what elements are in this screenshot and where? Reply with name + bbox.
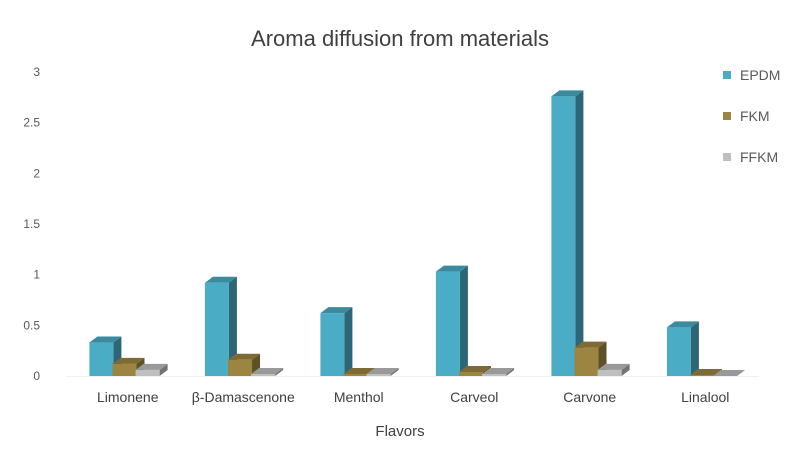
y-tick-label: 0 xyxy=(33,369,40,383)
bar-side xyxy=(344,307,353,376)
legend-label: EPDM xyxy=(740,67,780,83)
bar-front xyxy=(482,373,507,376)
bar-front xyxy=(112,363,137,376)
bar-front xyxy=(666,327,691,376)
bar-epdm-carveol xyxy=(435,265,468,376)
bar-top xyxy=(713,370,746,376)
legend-item-epdm: EPDM xyxy=(723,67,780,83)
legend-label: FKM xyxy=(740,108,770,124)
bar-front xyxy=(228,359,253,376)
bar-top xyxy=(135,363,168,370)
bar-top xyxy=(89,336,122,343)
bar-ffkm-carvone xyxy=(597,363,630,376)
bar-epdm-menthol xyxy=(320,307,353,376)
legend-swatch xyxy=(723,153,731,161)
bar-side xyxy=(390,367,399,376)
bar-front xyxy=(251,373,276,376)
bar-top xyxy=(251,367,284,374)
legend-item-ffkm: FFKM xyxy=(723,149,778,165)
x-axis-title: Flavors xyxy=(375,423,424,440)
y-tick-label: 3 xyxy=(33,65,40,79)
bar-ffkm-damascenone xyxy=(251,367,284,376)
bar-front xyxy=(574,347,599,376)
bar-front xyxy=(690,374,715,376)
bar-top xyxy=(320,307,353,314)
x-category-label-carvone: Carvone xyxy=(563,389,616,405)
bar-front xyxy=(597,369,622,376)
bar-series-group xyxy=(89,90,746,376)
legend-swatch xyxy=(723,112,731,120)
bar-front xyxy=(343,373,368,376)
bar-top xyxy=(482,367,515,374)
bar-top xyxy=(666,321,699,328)
bar-front xyxy=(435,271,460,376)
bar-epdm-linalool xyxy=(666,321,699,376)
bar-top xyxy=(204,276,237,283)
bar-ffkm-linalool xyxy=(713,370,746,376)
bar-top xyxy=(435,265,468,272)
y-tick-label: 1 xyxy=(33,268,40,282)
bar-side xyxy=(506,367,515,376)
legend-item-fkm: FKM xyxy=(723,108,770,124)
bar-front xyxy=(366,373,391,376)
legend-label: FFKM xyxy=(740,149,778,165)
bar-front xyxy=(204,282,229,376)
bar-side xyxy=(690,321,699,376)
y-tick-label: 2 xyxy=(33,166,40,180)
bar-top xyxy=(551,90,584,97)
bar-side xyxy=(621,363,630,376)
bar-top xyxy=(366,367,399,374)
bar-top xyxy=(690,368,723,375)
bar-ffkm-limonene xyxy=(135,363,168,376)
x-category-label-menthol: Menthol xyxy=(334,389,384,405)
legend: EPDM FKM FFKM xyxy=(723,67,780,165)
bar-top xyxy=(574,341,607,348)
bar-top xyxy=(459,365,492,372)
bar-front xyxy=(320,313,345,376)
x-axis-categories: Limonene β-Damascenone Menthol Carveol Carvo… xyxy=(97,389,729,405)
bar-ffkm-menthol xyxy=(366,367,399,376)
bar-front xyxy=(89,342,114,376)
bar-top xyxy=(343,367,376,374)
bar-side xyxy=(228,276,237,376)
y-axis-ticks: 0 0.5 1 1.5 2 2.5 3 xyxy=(23,65,40,383)
bar-side xyxy=(159,363,168,376)
y-tick-label: 1.5 xyxy=(23,217,40,231)
bar-top xyxy=(228,353,261,360)
bar-side xyxy=(575,90,584,376)
bar-top xyxy=(112,357,145,364)
x-category-label-limonene: Limonene xyxy=(97,389,159,405)
legend-swatch xyxy=(723,71,731,79)
bar-front xyxy=(459,371,484,376)
bar-side xyxy=(275,367,284,376)
bar-top xyxy=(597,363,630,370)
chart-title: Aroma diffusion from materials xyxy=(251,26,549,51)
x-category-label-linalool: Linalool xyxy=(681,389,729,405)
bar-front xyxy=(135,369,160,376)
bar-side xyxy=(459,265,468,376)
bar-epdm-carvone xyxy=(551,90,584,376)
x-category-label-carveol: Carveol xyxy=(450,389,498,405)
bar-front xyxy=(551,96,576,376)
x-category-label-damascenone: β-Damascenone xyxy=(192,389,295,405)
bar-epdm-damascenone xyxy=(204,276,237,376)
y-tick-label: 2.5 xyxy=(23,116,40,130)
y-tick-label: 0.5 xyxy=(23,318,40,332)
bar-ffkm-carveol xyxy=(482,367,515,376)
